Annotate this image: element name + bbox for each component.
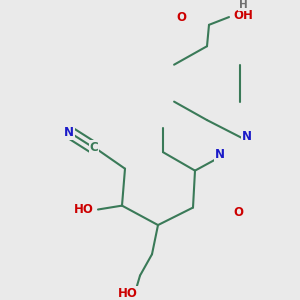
Text: O: O [233,206,243,219]
Text: N: N [242,130,252,143]
Text: HO: HO [118,286,138,300]
Text: N: N [215,148,225,160]
Text: OH: OH [233,9,253,22]
Text: H: H [238,0,247,11]
Text: N: N [64,126,74,139]
Text: HO: HO [74,203,94,216]
Text: O: O [176,11,186,24]
Text: C: C [90,141,98,154]
